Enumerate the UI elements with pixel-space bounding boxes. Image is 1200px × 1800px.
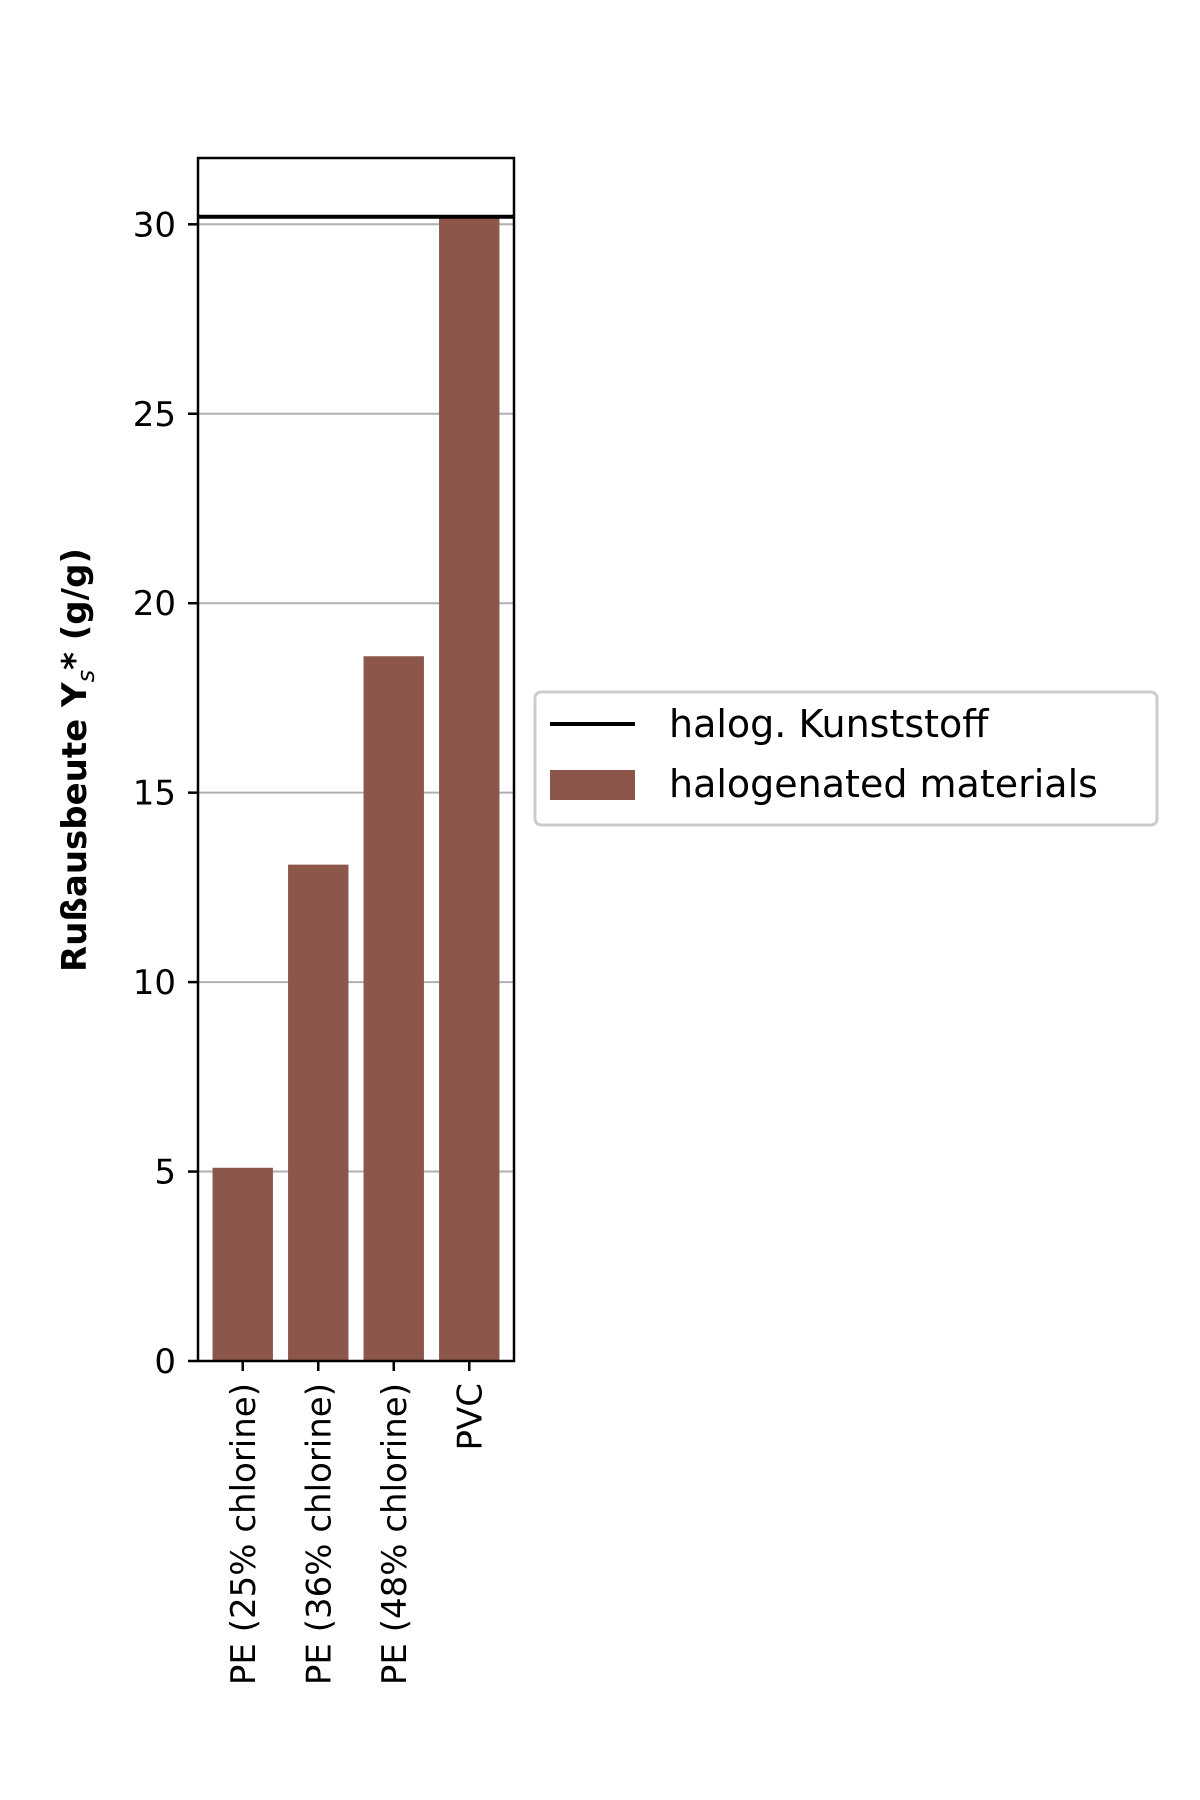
x-ticks: PE (25% chlorine) PE (36% chlorine) PE (48… xyxy=(224,1361,490,1685)
x-tick-label: PVC xyxy=(450,1383,490,1451)
x-tick-label: PE (48% chlorine) xyxy=(375,1383,415,1685)
y-tick-label: 20 xyxy=(133,584,176,624)
legend-label-reference: halog. Kunststoff xyxy=(669,702,989,746)
y-ticks: 0 5 10 15 20 25 30 xyxy=(133,205,198,1382)
bars xyxy=(212,216,500,1362)
y-tick-label: 30 xyxy=(133,205,176,245)
y-axis-label-subscript: s xyxy=(72,670,100,683)
legend-label-series: halogenated materials xyxy=(669,762,1098,806)
legend-bar-swatch xyxy=(550,770,635,800)
legend: halog. Kunststoff halogenated materials xyxy=(533,690,1159,827)
x-tick-label: PE (36% chlorine) xyxy=(299,1383,339,1685)
bar xyxy=(363,656,424,1361)
y-tick-label: 5 xyxy=(154,1153,176,1193)
y-tick-label: 10 xyxy=(133,963,176,1003)
legend-frame xyxy=(533,690,1159,827)
x-tick-label: PE (25% chlorine) xyxy=(224,1383,264,1685)
y-tick-label: 0 xyxy=(154,1342,176,1382)
y-axis-label-suffix: * (g/g) xyxy=(55,548,95,670)
bar xyxy=(288,864,349,1361)
bar xyxy=(212,1167,273,1361)
axes xyxy=(196,156,516,1363)
y-axis-label: Rußausbeute Ys* (g/g) xyxy=(55,548,100,972)
y-tick-label: 25 xyxy=(133,395,176,435)
y-tick-label: 15 xyxy=(133,774,176,814)
bar xyxy=(439,216,500,1362)
plot-frame xyxy=(196,156,516,1363)
